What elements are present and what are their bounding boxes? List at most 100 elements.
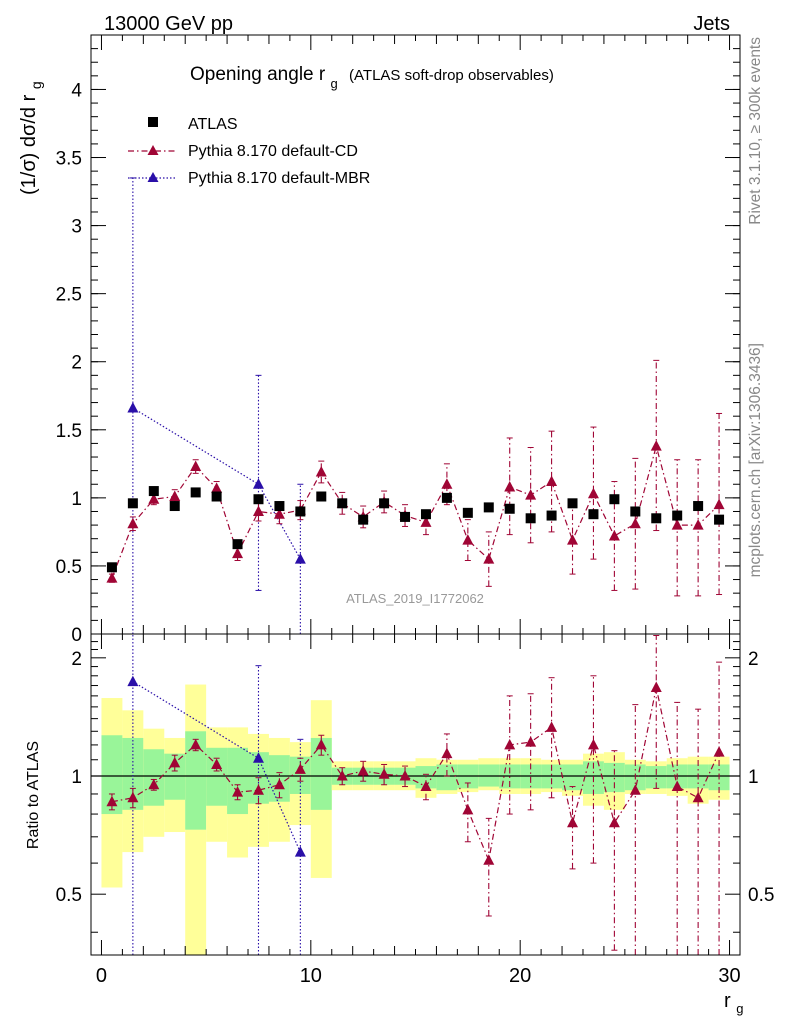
ratio-xtick-label: 30: [718, 965, 740, 987]
legend-atlas-marker: [148, 117, 158, 127]
main-cd-point: [671, 519, 683, 530]
main-ytick-label: 0: [71, 625, 82, 646]
main-atlas-series: [106, 486, 725, 573]
ratio-cd-point: [713, 746, 725, 757]
main-y-axis-label: (1/σ) dσ/d r g: [18, 81, 44, 195]
ratio-cd-point: [671, 780, 683, 792]
ratio-cd-point: [106, 795, 118, 807]
header-right-title: Jets: [693, 13, 730, 35]
main-panel: 0 0.5 1 1.5 2 2.5 3 3.5 4 Opening angle r g (ATL…: [18, 34, 741, 646]
ratio-band-inner: [645, 766, 667, 789]
ratio-cd-point: [294, 763, 306, 774]
main-cd-point: [106, 572, 118, 583]
main-mbr-point: [127, 402, 139, 413]
ratio-xtick-label: 10: [300, 965, 322, 987]
ratio-cd-point: [127, 791, 139, 803]
ratio-band-inner: [227, 747, 249, 815]
main-y-label-text: (1/σ) dσ/d r: [18, 94, 40, 195]
ratio-mbr-point: [127, 675, 139, 687]
ratio-band-inner: [101, 735, 123, 815]
main-atlas-point: [337, 498, 348, 509]
ratio-cd-point: [399, 770, 411, 781]
main-mbr-point: [252, 478, 264, 489]
main-cd-point: [713, 498, 725, 510]
legend-item-cd: Pythia 8.170 default-CD: [128, 143, 358, 160]
ratio-ytick-label-right: 2: [748, 649, 759, 670]
main-plot-content: [106, 177, 725, 635]
main-atlas-point: [106, 562, 117, 573]
ratio-plot-content: [91, 634, 740, 955]
main-ytick-label: 4: [71, 80, 82, 101]
main-atlas-point: [714, 514, 725, 525]
main-atlas-point: [672, 510, 683, 521]
side-label-rivet: Rivet 3.1.10, ≥ 300k events: [747, 37, 764, 225]
ratio-panel: 0.5 0.5 1 1 2 2 0 10 20 30 Ratio to ATLAS r g: [25, 633, 774, 1016]
ratio-cd-point: [190, 738, 202, 750]
main-atlas-point: [274, 501, 285, 512]
main-cd-point: [190, 460, 202, 472]
ratio-cd-point: [169, 756, 181, 768]
main-cd-point: [692, 519, 704, 530]
ratio-xtick-label: 20: [509, 965, 531, 987]
main-title-text: Opening angle r: [190, 64, 326, 85]
main-cd-point: [127, 517, 139, 529]
ratio-cd-point: [650, 681, 662, 693]
main-y-axis: 0 0.5 1 1.5 2 2.5 3 3.5 4: [56, 34, 740, 646]
main-atlas-point: [211, 491, 222, 502]
main-cd-point: [211, 482, 223, 493]
legend-atlas-label: ATLAS: [188, 116, 238, 133]
main-ytick-label: 2: [71, 353, 82, 374]
main-atlas-point: [420, 509, 431, 520]
main-cd-series: [106, 359, 725, 597]
main-atlas-point: [358, 514, 369, 525]
legend-cd-marker: [147, 145, 159, 155]
main-atlas-point: [190, 487, 201, 498]
main-ytick-label: 3: [71, 217, 82, 238]
legend: ATLAS Pythia 8.170 default-CD Pythia 8.1…: [128, 116, 370, 187]
ratio-cd-point: [587, 738, 599, 750]
main-atlas-point: [253, 494, 264, 505]
main-cd-point: [420, 516, 432, 527]
ratio-band-inner: [185, 731, 207, 830]
main-title-extra: (ATLAS soft-drop observables): [349, 67, 554, 84]
main-atlas-point: [400, 511, 411, 522]
legend-item-mbr: Pythia 8.170 default-MBR: [128, 170, 370, 187]
side-label-mcplots: mcplots.cern.ch [arXiv:1306.3436]: [747, 343, 764, 577]
ratio-y-axis-label: Ratio to ATLAS: [25, 741, 42, 849]
main-cd-point: [462, 534, 474, 545]
ratio-band-inner: [164, 753, 186, 800]
ratio-band-inner: [310, 737, 332, 810]
main-atlas-point: [148, 486, 159, 497]
ratio-cd-point: [441, 747, 453, 759]
ratio-ytick-label-right: 1: [748, 767, 759, 788]
ratio-cd-point: [211, 758, 223, 769]
legend-mbr-label: Pythia 8.170 default-MBR: [188, 170, 370, 187]
ratio-band-inner: [436, 764, 458, 791]
main-cd-point: [650, 440, 662, 451]
main-atlas-point: [441, 492, 452, 503]
main-cd-point: [504, 480, 516, 492]
x-axis-label-subscript: g: [736, 1001, 743, 1016]
ratio-y-axis: 0.5 0.5 1 1 2 2: [56, 641, 774, 933]
main-atlas-point: [379, 498, 390, 509]
main-atlas-point: [588, 509, 599, 520]
main-cd-point: [169, 490, 181, 502]
main-cd-point: [232, 547, 244, 559]
ratio-cd-point: [608, 816, 620, 828]
main-title-subscript: g: [331, 76, 338, 91]
main-cd-point: [252, 505, 264, 516]
ratio-cd-point: [315, 738, 327, 750]
ratio-cd-point: [525, 736, 537, 747]
ratio-cd-line: [111, 687, 720, 863]
legend-mbr-marker: [147, 172, 159, 182]
x-axis-label-text: r: [724, 990, 731, 1012]
ratio-band-inner: [562, 764, 583, 791]
ratio-band-inner: [122, 737, 144, 810]
main-cd-point: [587, 487, 599, 499]
main-mbr-line: [132, 407, 301, 560]
main-y-label-subscript: g: [28, 81, 44, 89]
main-atlas-point: [295, 506, 306, 517]
main-atlas-point: [169, 501, 180, 512]
ratio-ytick-label: 2: [71, 649, 82, 670]
